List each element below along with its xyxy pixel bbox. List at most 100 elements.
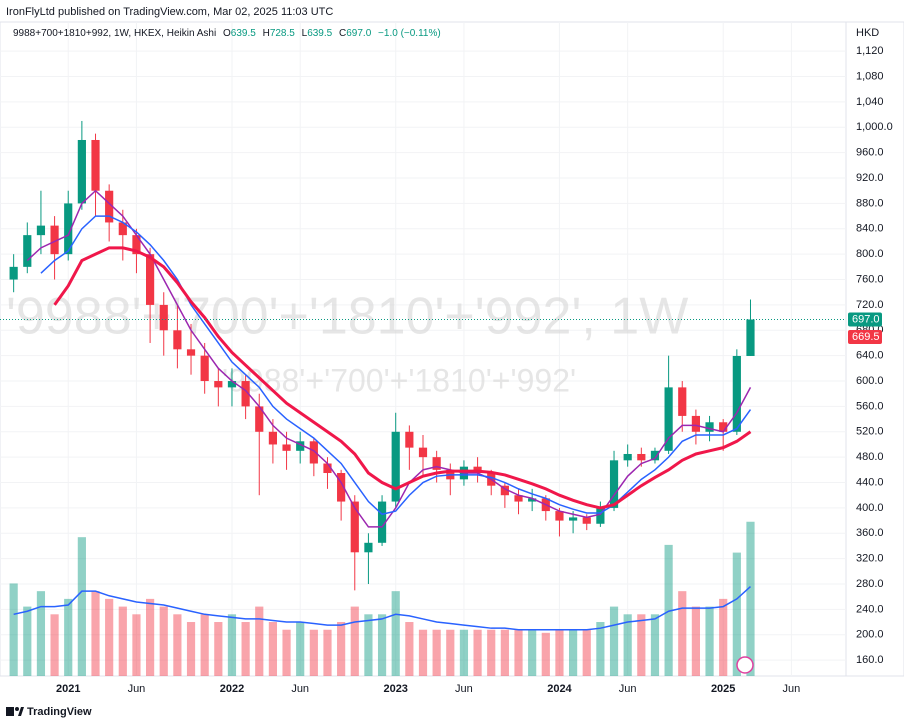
y-tick-label: 880.0	[856, 197, 884, 209]
ma-line	[26, 189, 752, 528]
candle-body	[678, 387, 687, 416]
volume-bar	[514, 629, 523, 676]
brand-name: TradingView	[27, 706, 92, 718]
volume-bar	[623, 614, 632, 676]
y-tick-label: 280.0	[856, 578, 884, 590]
volume-bar	[77, 537, 86, 676]
candle-body	[732, 355, 741, 432]
c-label: C	[339, 28, 346, 39]
candle-body	[405, 431, 414, 448]
volume-bar	[391, 591, 400, 676]
volume-bar	[105, 598, 114, 676]
grid	[0, 22, 846, 676]
candle-body	[255, 406, 264, 432]
volume-bar	[487, 629, 496, 676]
candle-body	[609, 460, 619, 508]
volume-bar	[241, 622, 250, 676]
candle-body	[323, 463, 332, 474]
candle-body	[64, 203, 73, 255]
candle-body	[91, 139, 100, 191]
y-tick-label: 800.0	[856, 248, 884, 260]
candle-body	[596, 507, 605, 524]
volume-bar	[432, 629, 441, 676]
candle-body	[719, 422, 728, 432]
publisher: IronFlyLtd published on TradingView.com,…	[6, 6, 333, 18]
y-tick-label: 1,080	[856, 70, 884, 82]
volume-bar	[596, 622, 605, 676]
volume-bar	[555, 629, 564, 676]
candle-body	[528, 498, 537, 502]
volume-bar	[664, 544, 673, 676]
volume-bar	[50, 614, 59, 676]
candle-body	[105, 190, 114, 223]
volume-bar	[691, 606, 700, 676]
volume-bar	[227, 614, 237, 676]
price-label-box	[848, 312, 882, 327]
y-tick-label: 560.0	[856, 400, 884, 412]
candle-body	[623, 453, 632, 461]
y-tick-label: 400.0	[856, 502, 884, 514]
volume-bar	[364, 614, 373, 676]
x-tick-label: 2023	[383, 683, 407, 695]
volume-bar	[268, 622, 277, 676]
x-tick-label: Jun	[128, 683, 146, 695]
y-tick-label: 320.0	[856, 553, 884, 565]
volume-bar	[650, 614, 660, 676]
volume-bar	[377, 614, 387, 676]
volume-bar	[418, 629, 428, 676]
change: −1.0 (−0.11%)	[378, 28, 441, 39]
candles	[9, 120, 755, 591]
y-tick-label: 1,040	[856, 96, 884, 108]
volume-bar	[9, 583, 18, 676]
volume-bar	[255, 606, 264, 676]
logo	[15, 707, 19, 711]
y-tick-label: 480.0	[856, 451, 884, 463]
candle-body	[118, 222, 127, 236]
candle-body	[705, 422, 714, 432]
volume-bar	[582, 629, 591, 676]
volume-bar	[541, 632, 550, 676]
volume-bar	[146, 598, 155, 676]
y-tick-label: 600.0	[856, 375, 884, 387]
candle-body	[582, 517, 591, 524]
event-icon[interactable]	[736, 656, 754, 674]
price-label-box	[848, 329, 882, 344]
candle-body	[555, 511, 564, 521]
watermark: '9988'+'700'+'1810'+'992', 1W	[6, 288, 688, 346]
h-value: 728.5	[270, 28, 295, 39]
candle-body	[200, 355, 209, 382]
candle-body	[186, 349, 196, 356]
candle-body	[227, 381, 237, 388]
candle-body	[309, 441, 318, 464]
ma-line	[40, 215, 752, 516]
volume-bar	[405, 622, 414, 676]
price-label: 697.0	[852, 313, 880, 325]
logo	[6, 707, 14, 716]
candle-body	[132, 235, 141, 255]
y-tick-label: 360.0	[856, 527, 884, 539]
candle-body	[23, 235, 32, 267]
volume-bar	[296, 622, 305, 676]
candle-body	[418, 447, 428, 458]
y-tick-label: 1,000.0	[856, 121, 893, 133]
y-tick-label: 200.0	[856, 629, 884, 641]
y-tick-label: 160.0	[856, 654, 884, 666]
ma-line	[53, 246, 752, 510]
x-tick-label: 2025	[711, 683, 735, 695]
y-tick-label: 960.0	[856, 147, 884, 159]
c-value: 697.0	[346, 28, 371, 39]
volume-bar	[309, 629, 318, 676]
candle-body	[500, 485, 509, 496]
volume-bar	[459, 629, 469, 676]
currency: HKD	[856, 27, 879, 39]
candle-body	[36, 225, 46, 236]
volume-bar	[337, 622, 346, 676]
candle-body	[241, 381, 250, 407]
volume-bar	[64, 598, 73, 676]
candle-body	[691, 415, 700, 432]
x-tick-label: Jun	[291, 683, 309, 695]
volume-bar	[719, 598, 728, 676]
volume-bar	[500, 629, 509, 676]
moving-averages	[26, 189, 752, 528]
